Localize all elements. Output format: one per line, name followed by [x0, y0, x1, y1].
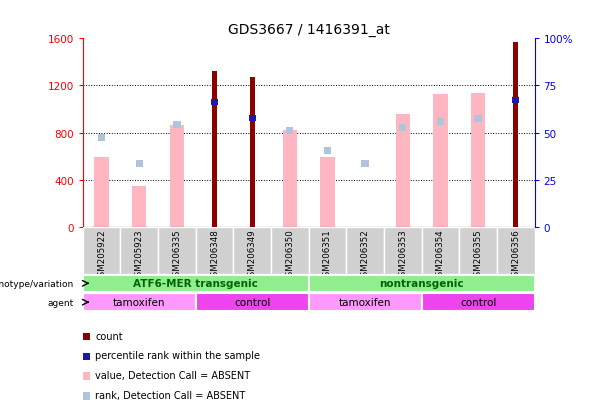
Bar — [283, 131, 297, 227]
Text: GSM206335: GSM206335 — [172, 229, 181, 281]
Text: GSM206355: GSM206355 — [474, 229, 482, 281]
Bar — [83, 294, 196, 311]
Text: GSM206354: GSM206354 — [436, 229, 445, 281]
Text: value, Detection Call = ABSENT: value, Detection Call = ABSENT — [96, 370, 251, 380]
Bar — [211, 100, 218, 106]
Bar — [433, 95, 447, 227]
Text: count: count — [96, 331, 123, 341]
Bar — [308, 275, 535, 292]
Text: rank, Detection Call = ABSENT: rank, Detection Call = ABSENT — [96, 390, 246, 400]
Bar — [497, 227, 535, 274]
Text: GSM206356: GSM206356 — [511, 229, 520, 281]
Bar — [362, 160, 369, 167]
Bar — [271, 227, 308, 274]
Bar — [94, 158, 109, 227]
Bar — [286, 127, 294, 134]
Text: GSM206349: GSM206349 — [248, 229, 257, 281]
Bar — [399, 125, 406, 132]
Bar — [196, 294, 308, 311]
Bar — [346, 227, 384, 274]
Bar — [135, 160, 143, 167]
Text: genotype/variation: genotype/variation — [0, 279, 74, 288]
Bar — [120, 227, 158, 274]
Text: nontransgenic: nontransgenic — [379, 279, 464, 289]
Text: tamoxifen: tamoxifen — [339, 297, 391, 307]
Bar — [436, 119, 444, 126]
Text: control: control — [460, 297, 497, 307]
Title: GDS3667 / 1416391_at: GDS3667 / 1416391_at — [227, 23, 390, 37]
Text: ATF6-MER transgenic: ATF6-MER transgenic — [133, 279, 258, 289]
Text: GSM206352: GSM206352 — [360, 229, 370, 281]
Bar — [474, 116, 482, 123]
Bar — [234, 227, 271, 274]
Text: GSM206353: GSM206353 — [398, 229, 407, 281]
Bar — [308, 227, 346, 274]
Bar — [512, 97, 519, 103]
Bar — [321, 158, 335, 227]
Bar — [196, 227, 234, 274]
Text: agent: agent — [47, 298, 74, 307]
Bar — [512, 97, 519, 104]
Text: control: control — [234, 297, 270, 307]
Text: GSM206350: GSM206350 — [285, 229, 294, 281]
Bar — [98, 134, 105, 141]
Text: tamoxifen: tamoxifen — [113, 297, 166, 307]
Bar — [395, 114, 410, 227]
Bar — [422, 227, 459, 274]
Bar — [471, 93, 485, 227]
Bar — [170, 126, 184, 227]
Bar — [158, 227, 196, 274]
Bar — [308, 294, 422, 311]
Text: GSM206348: GSM206348 — [210, 229, 219, 281]
Text: GSM205923: GSM205923 — [135, 229, 143, 281]
Bar — [173, 121, 181, 128]
Text: GSM205922: GSM205922 — [97, 229, 106, 281]
Bar — [249, 78, 254, 227]
Bar — [459, 227, 497, 274]
Bar — [422, 294, 535, 311]
Bar — [83, 275, 308, 292]
Bar — [83, 227, 120, 274]
Bar — [324, 147, 331, 154]
Text: percentile rank within the sample: percentile rank within the sample — [96, 351, 261, 361]
Bar — [513, 43, 518, 227]
Bar — [132, 186, 147, 227]
Bar — [384, 227, 422, 274]
Text: GSM206351: GSM206351 — [323, 229, 332, 281]
Bar — [248, 116, 256, 122]
Bar — [212, 72, 217, 227]
